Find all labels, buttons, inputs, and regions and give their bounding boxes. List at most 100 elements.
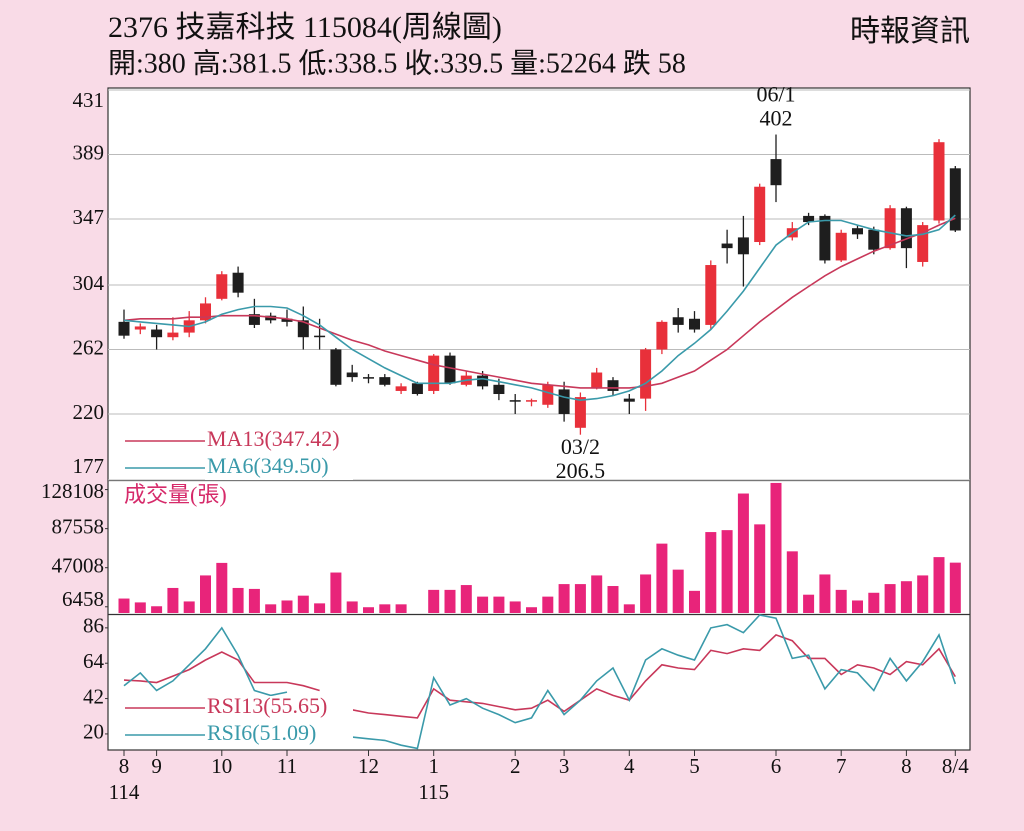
volume-bar [900,581,912,613]
x-tick-label: 4 [624,754,635,778]
ma-line [123,214,956,402]
volume-bar [558,584,570,613]
candle-body [314,335,326,338]
volume-bar [526,607,537,613]
candle-body [623,398,635,402]
x-tick-label: 11 [277,754,297,778]
candle-body [721,243,733,249]
candle-body [167,332,179,338]
quote-info: 開:380 高:381.5 低:338.5 收:339.5 量:52264 跌 … [108,47,686,79]
y-tick-label: 220 [73,400,105,424]
volume-bar [623,604,635,613]
volume-bar [216,562,228,613]
candle-body [949,168,961,231]
volume-bar [200,575,211,613]
volume-bar [917,575,929,613]
y-tick-label: 262 [73,335,105,359]
volume-bar [346,601,358,613]
volume-bar [933,557,945,613]
volume-bar [770,482,782,613]
candle-body [265,315,277,321]
plot-frame [107,87,971,751]
candle-body [151,329,163,338]
candle-body [297,320,309,338]
candle-body [656,321,668,350]
candle-body [689,318,700,330]
volume-bar [754,524,766,613]
volume-bar [477,596,489,613]
volume-label: 成交量(張) [124,482,227,507]
volume-bar [232,587,244,613]
legend-bg [205,456,353,480]
candle-body [411,383,423,395]
candle-body [379,377,391,385]
volume-bar [689,590,700,613]
volume-bar [363,607,374,613]
volume-bar [574,584,586,613]
candle-body [770,159,782,186]
candle-body [444,355,456,384]
y-tick-label: 86 [83,614,104,638]
rsi-line [123,614,957,750]
chart-title: 2376 技嘉科技 115084(周線圖) [108,11,502,44]
candle-body [852,228,863,235]
y-tick-label: 389 [73,140,105,164]
volume-bar [640,574,652,613]
y-tick-label: 431 [73,88,105,112]
legend-label: RSI6(51.09) [207,720,316,745]
volume-bar [297,595,309,613]
legend-label: RSI13(55.65) [207,693,327,718]
volume-bar [835,589,847,613]
candle-body [118,321,130,336]
candle-body [232,272,244,293]
volume-bar [509,601,521,613]
volume-bar [672,569,684,613]
candle-body [477,375,489,387]
volume-bar [656,543,668,613]
volume-bar [330,572,342,613]
volume-bar [819,574,831,613]
candle-body [705,265,717,325]
x-tick-label: 12 [358,754,379,778]
candle-body [346,372,358,378]
source: 時報資訊 [850,15,970,48]
candle-body [200,303,211,321]
candle-body [216,274,228,299]
candle-body [900,208,912,249]
volume-bar [167,587,179,613]
volume-bar [542,596,554,613]
candle-body [330,349,342,385]
volume-bar [591,575,603,613]
candle-body [134,326,146,330]
x-tick-label: 5 [689,754,700,778]
x-tick-label: 1 [428,754,439,778]
candle-body [509,400,521,402]
y-tick-label: 177 [73,454,105,478]
candle-body [737,237,749,255]
candle-body [574,397,586,428]
volume-bar [444,589,456,613]
candle-body [868,229,880,250]
y-tick-label: 304 [73,271,105,295]
x-tick-label: 10 [211,754,232,778]
year-label: 115 [418,780,449,804]
volume-bar [786,551,798,613]
annotation-value: 402 [760,106,793,131]
y-tick-label: 347 [73,205,105,229]
x-tick-label: 6 [771,754,782,778]
volume-bar [852,600,863,613]
volume-bar [803,594,815,613]
legend-label: MA13(347.42) [207,426,340,451]
volume-bar [884,584,896,613]
candle-body [933,142,945,221]
y-tick-label: 87558 [52,514,105,538]
volume-bar [949,562,961,613]
x-tick-label: 9 [151,754,162,778]
candle-body [395,386,407,391]
x-tick-label: 7 [836,754,847,778]
volume-bar [737,493,749,613]
y-tick-label: 47008 [52,554,105,578]
candle-body [542,384,554,405]
